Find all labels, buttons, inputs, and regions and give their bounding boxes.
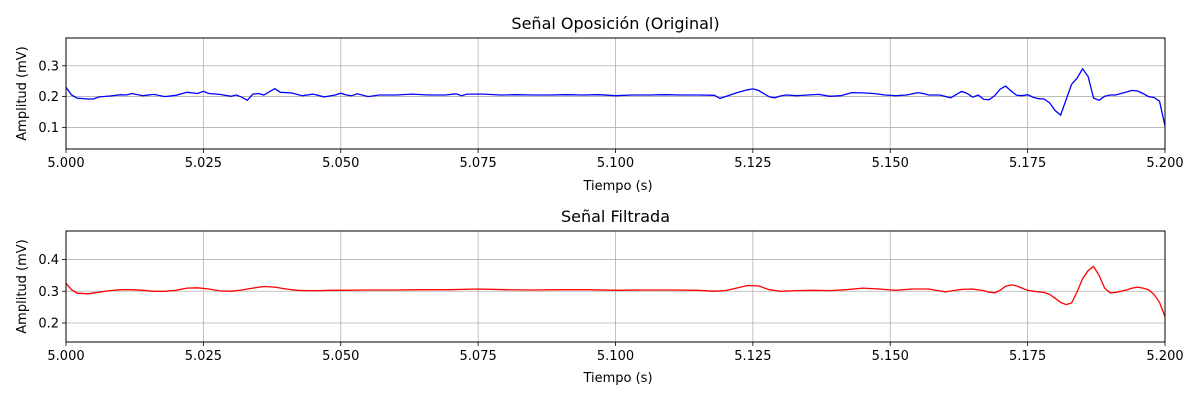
x-tick-label: 5.000	[47, 349, 84, 364]
x-axis-label: Tiempo (s)	[582, 371, 652, 386]
x-tick-label: 5.200	[1146, 156, 1183, 171]
signal-line	[65, 265, 1166, 317]
x-tick-label: 5.025	[185, 156, 222, 171]
x-tick-label: 5.025	[185, 349, 222, 364]
y-tick-label: 0.2	[38, 90, 59, 105]
ticks: 5.000 5.025 5.050 5.075 5.100 5.125 5.150 5.175…	[38, 59, 1183, 171]
plot-frame	[65, 230, 1166, 343]
x-tick-label: 5.050	[322, 349, 359, 364]
y-axis-label: Amplitud (mV)	[15, 46, 30, 140]
chart-original: Señal Oposición (Original) 5.000 5.025 5.0…	[15, 14, 1184, 194]
x-tick-label: 5.100	[597, 156, 634, 171]
x-tick-label: 5.125	[734, 349, 771, 364]
y-tick-label: 0.4	[38, 253, 59, 268]
y-axis-label: Amplitud (mV)	[15, 239, 30, 333]
x-axis-label: Tiempo (s)	[582, 179, 652, 194]
chart-title: Señal Oposición (Original)	[511, 14, 719, 33]
x-tick-label: 5.200	[1146, 349, 1183, 364]
y-tick-label: 0.3	[38, 285, 59, 300]
y-tick-label: 0.1	[38, 121, 59, 136]
chart-filtered: Señal Filtrada 5.000 5.025 5.050 5.075 5.100…	[15, 207, 1184, 386]
x-tick-label: 5.150	[872, 156, 909, 171]
ticks: 5.000 5.025 5.050 5.075 5.100 5.125 5.150 5.175…	[38, 253, 1183, 364]
x-tick-label: 5.175	[1009, 349, 1046, 364]
grid	[65, 231, 1166, 342]
x-tick-label: 5.125	[734, 156, 771, 171]
x-tick-label: 5.175	[1009, 156, 1046, 171]
x-tick-label: 5.075	[460, 156, 497, 171]
plot-frame	[65, 37, 1166, 150]
x-tick-label: 5.050	[322, 156, 359, 171]
x-tick-label: 5.075	[460, 349, 497, 364]
x-tick-label: 5.150	[872, 349, 909, 364]
x-tick-label: 5.000	[47, 156, 84, 171]
chart-title: Señal Filtrada	[561, 207, 670, 226]
y-tick-label: 0.3	[38, 59, 59, 74]
grid	[65, 38, 1166, 149]
y-tick-label: 0.2	[38, 316, 59, 331]
x-tick-label: 5.100	[597, 349, 634, 364]
signal-line	[65, 67, 1166, 127]
